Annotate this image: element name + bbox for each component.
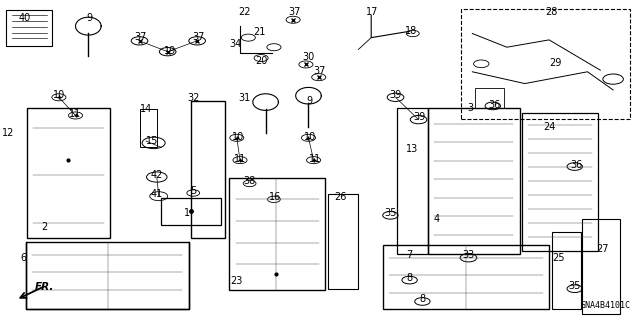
Text: 18: 18 xyxy=(404,26,417,36)
Text: 3: 3 xyxy=(467,103,474,113)
Text: 36: 36 xyxy=(570,160,582,170)
Bar xyxy=(461,9,630,119)
Text: 24: 24 xyxy=(543,122,556,132)
Text: 13: 13 xyxy=(406,144,419,154)
Text: 14: 14 xyxy=(140,104,152,114)
Bar xyxy=(6,10,52,46)
Text: 34: 34 xyxy=(229,39,242,49)
Text: 36: 36 xyxy=(488,100,500,110)
Text: 37: 37 xyxy=(314,66,326,76)
Text: 27: 27 xyxy=(596,244,609,254)
Text: 38: 38 xyxy=(243,176,256,186)
Text: 5: 5 xyxy=(190,186,196,196)
Text: 29: 29 xyxy=(549,58,562,68)
Text: 15: 15 xyxy=(146,136,159,146)
Text: 19: 19 xyxy=(163,46,176,56)
Text: 12: 12 xyxy=(1,128,14,138)
Text: SNA4B4101C: SNA4B4101C xyxy=(580,301,630,310)
Text: 9: 9 xyxy=(86,12,93,23)
Text: 37: 37 xyxy=(288,7,301,17)
Text: 25: 25 xyxy=(552,253,564,263)
Text: 8: 8 xyxy=(419,294,426,304)
Text: 37: 37 xyxy=(134,32,147,42)
Text: 8: 8 xyxy=(406,272,413,283)
Text: 42: 42 xyxy=(150,170,163,180)
Text: 7: 7 xyxy=(406,250,413,260)
Text: 23: 23 xyxy=(230,276,243,286)
Text: 26: 26 xyxy=(334,192,347,202)
Text: 10: 10 xyxy=(304,131,317,142)
Text: 37: 37 xyxy=(192,32,205,42)
Text: 9: 9 xyxy=(307,96,313,107)
Text: 41: 41 xyxy=(150,189,163,199)
Text: 40: 40 xyxy=(18,12,31,23)
Text: 6: 6 xyxy=(20,253,26,263)
Text: 20: 20 xyxy=(255,56,268,66)
Text: 16: 16 xyxy=(269,192,282,202)
Text: 31: 31 xyxy=(238,93,251,103)
Text: 11: 11 xyxy=(308,154,321,164)
Text: 39: 39 xyxy=(389,90,402,100)
Text: 10: 10 xyxy=(52,90,65,100)
Text: 22: 22 xyxy=(238,7,251,17)
Text: 32: 32 xyxy=(187,93,200,103)
Text: 28: 28 xyxy=(545,7,558,17)
Text: 17: 17 xyxy=(366,7,379,17)
Text: 39: 39 xyxy=(413,112,426,122)
Text: 33: 33 xyxy=(462,250,475,260)
Text: 21: 21 xyxy=(253,27,266,37)
Text: FR.: FR. xyxy=(35,282,54,292)
Text: 11: 11 xyxy=(234,154,246,164)
Text: 30: 30 xyxy=(302,52,315,62)
Text: 4: 4 xyxy=(433,214,440,225)
Text: 10: 10 xyxy=(232,131,244,142)
Text: 1: 1 xyxy=(184,208,190,218)
Bar xyxy=(140,109,157,147)
Bar xyxy=(475,88,504,108)
Text: 2: 2 xyxy=(42,222,48,232)
Text: 35: 35 xyxy=(568,281,581,292)
Text: 11: 11 xyxy=(69,109,82,119)
Text: 35: 35 xyxy=(384,208,397,218)
